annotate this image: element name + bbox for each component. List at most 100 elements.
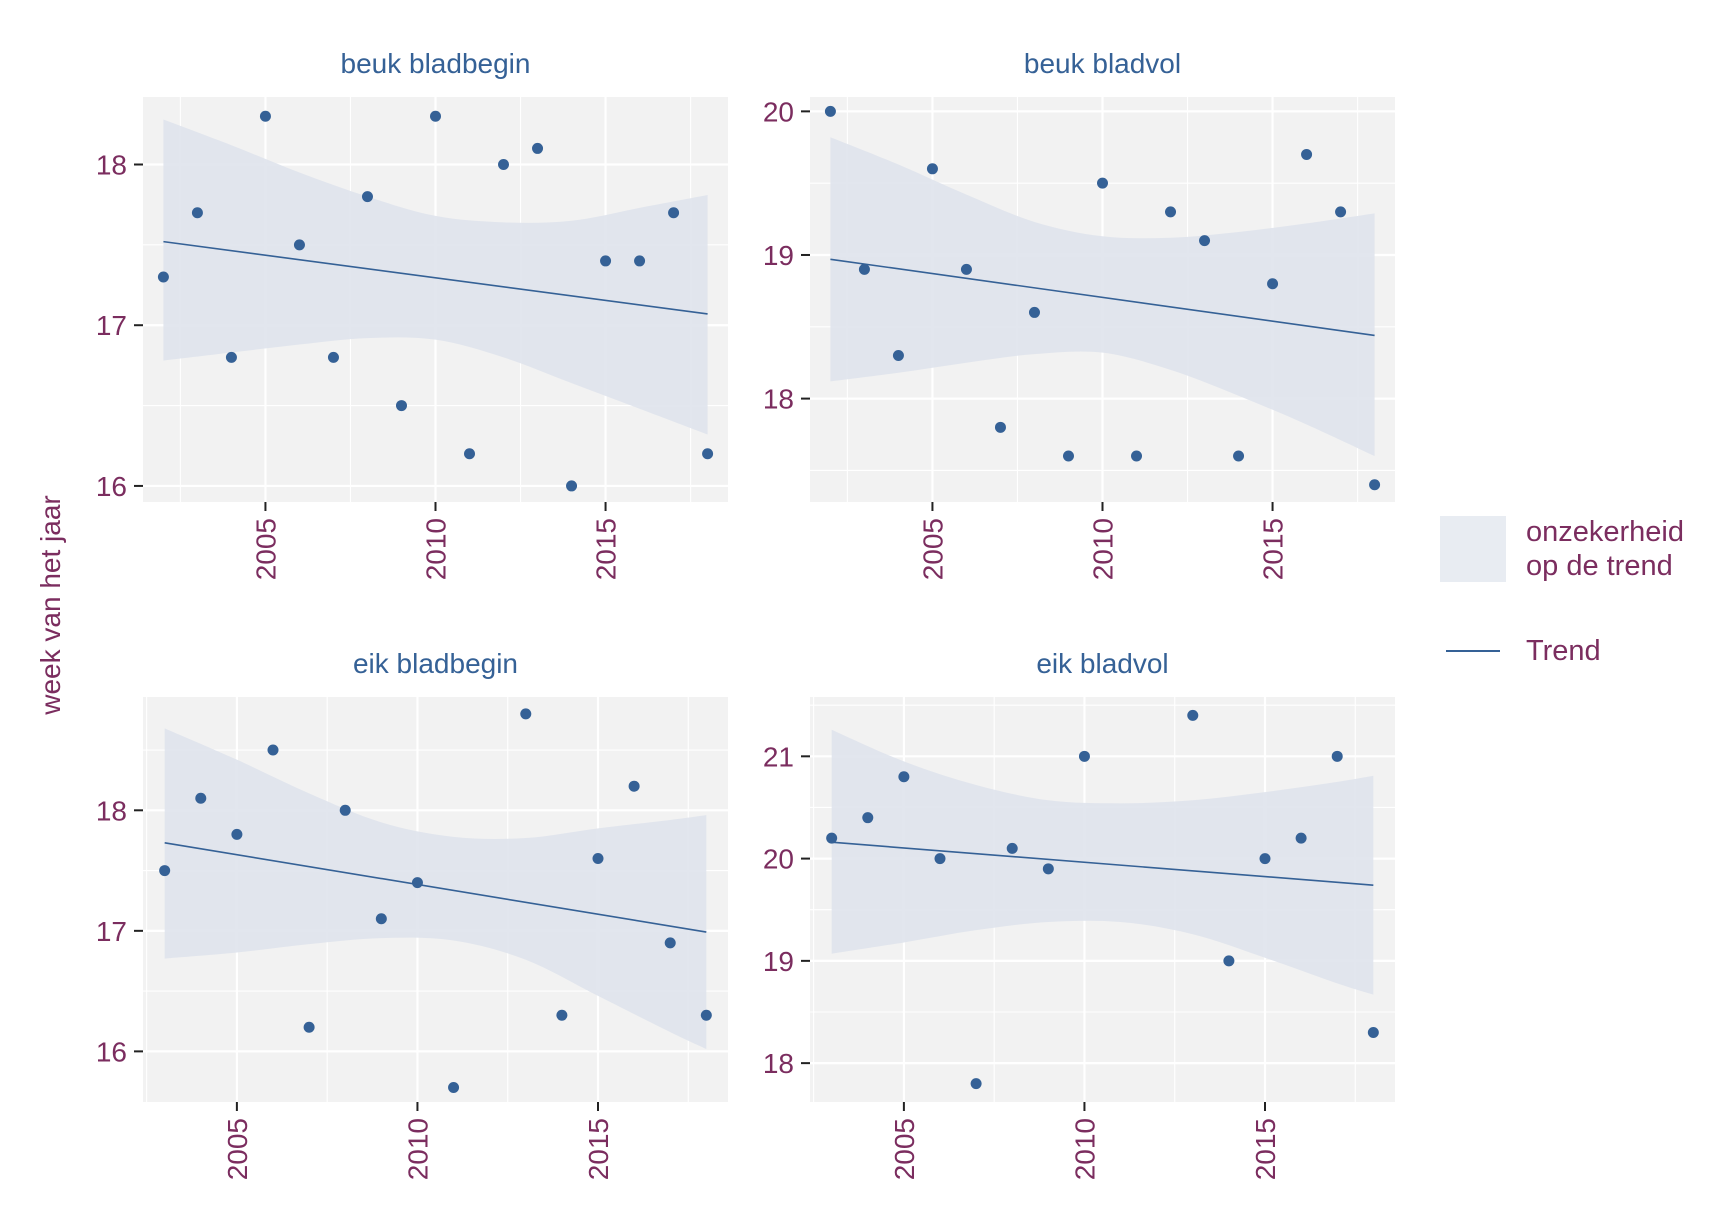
data-point — [960, 263, 972, 275]
data-point — [858, 263, 870, 275]
data-point — [1335, 206, 1347, 218]
data-point — [259, 110, 271, 122]
legend-item-trend: Trend — [1440, 631, 1730, 671]
data-point — [1028, 306, 1040, 318]
uncertainty-ribbon — [164, 728, 707, 1049]
y-tick-label: 18 — [763, 1048, 794, 1079]
data-point — [430, 110, 441, 122]
data-point — [191, 207, 203, 219]
data-point — [566, 480, 578, 492]
data-point — [411, 877, 423, 889]
trend-line — [163, 240, 708, 315]
panel-3: eik bladbegin 16 17 18 2005 2010 2015 — [96, 648, 728, 1180]
data-point — [600, 255, 612, 267]
data-point — [1042, 863, 1054, 875]
data-point — [1331, 750, 1343, 762]
data-point — [634, 255, 646, 267]
legend-ribbon-swatch — [1440, 516, 1506, 582]
data-point — [700, 1009, 712, 1021]
x-tick-label: 2015 — [591, 518, 622, 580]
data-point — [892, 350, 904, 362]
x-tick-label: 2010 — [402, 1118, 433, 1180]
x-tick-label: 2005 — [917, 518, 948, 580]
x-tick-label: 2015 — [1258, 518, 1289, 580]
y-tick-label: 18 — [96, 795, 127, 826]
data-point — [1223, 955, 1235, 967]
data-point — [157, 271, 169, 283]
trend-line — [164, 842, 707, 933]
y-tick-label: 21 — [763, 741, 794, 772]
data-point — [1301, 148, 1313, 160]
panel-title: eik bladbegin — [353, 648, 518, 679]
data-point — [498, 159, 510, 170]
legend: onzekerheid op de trend Trend — [1440, 515, 1730, 671]
legend-line-label: Trend — [1526, 635, 1601, 667]
x-tick-label: 2015 — [1250, 1118, 1281, 1180]
data-point — [1187, 709, 1199, 721]
data-point — [664, 937, 676, 949]
data-point — [267, 744, 279, 756]
uncertainty-ribbon — [831, 729, 1374, 995]
y-tick-label: 18 — [763, 384, 794, 415]
data-point — [339, 804, 351, 816]
data-point — [826, 832, 838, 844]
data-point — [1199, 235, 1211, 247]
data-point — [898, 771, 910, 783]
data-point — [1165, 206, 1177, 218]
y-axis-title: week van het jaar — [35, 495, 66, 715]
data-point — [1006, 842, 1018, 854]
data-point — [702, 448, 714, 460]
data-point — [375, 913, 387, 925]
y-tick-label: 16 — [96, 1036, 127, 1067]
data-point — [1078, 750, 1090, 762]
data-point — [1097, 177, 1108, 189]
panel-1: beuk bladbegin 16 17 18 2005 2010 2015 — [96, 48, 728, 580]
data-point — [231, 828, 243, 840]
data-point — [293, 239, 305, 251]
y-tick-label: 16 — [96, 471, 127, 502]
data-point — [532, 142, 544, 154]
data-point — [970, 1078, 982, 1090]
data-point — [520, 708, 532, 720]
data-point — [824, 105, 836, 117]
y-tick-label: 20 — [763, 844, 794, 875]
data-point — [1369, 479, 1381, 491]
y-tick-label: 19 — [763, 240, 794, 271]
legend-line-swatch — [1440, 631, 1506, 671]
data-point — [225, 351, 237, 363]
x-tick-label: 2005 — [889, 1118, 920, 1180]
y-tick-label: 17 — [96, 310, 127, 341]
legend-ribbon-label: onzekerheid op de trend — [1526, 515, 1684, 583]
y-tick-label: 17 — [96, 916, 127, 947]
x-tick-label: 2005 — [222, 1118, 253, 1180]
data-point — [628, 780, 640, 792]
data-point — [1295, 832, 1307, 844]
legend-ribbon-label-line1: onzekerheid — [1526, 516, 1684, 548]
data-point — [361, 191, 373, 203]
x-tick-label: 2010 — [421, 518, 452, 580]
y-tick-label: 18 — [96, 150, 127, 181]
data-point — [1259, 853, 1271, 865]
data-point — [159, 865, 171, 877]
x-tick-label: 2010 — [1069, 1118, 1100, 1180]
data-point — [1367, 1026, 1379, 1038]
panel-2: beuk bladvol 18 19 20 2005 2010 2015 — [763, 48, 1395, 580]
data-point — [1233, 450, 1245, 462]
data-point — [668, 207, 680, 219]
x-tick-label: 2015 — [583, 1118, 614, 1180]
data-point — [926, 163, 938, 175]
data-point — [1267, 278, 1279, 290]
data-point — [448, 1082, 460, 1094]
y-tick-label: 19 — [763, 946, 794, 977]
data-point — [994, 421, 1006, 433]
data-point — [934, 853, 946, 865]
legend-item-uncertainty: onzekerheid op de trend — [1440, 515, 1730, 583]
legend-line-sample — [1446, 650, 1500, 652]
data-point — [1131, 450, 1143, 462]
panel-4: eik bladvol 18 19 20 21 2005 2010 2015 — [763, 648, 1395, 1180]
trend-line — [831, 841, 1374, 886]
legend-ribbon-label-line2: op de trend — [1526, 550, 1673, 582]
data-point — [303, 1021, 315, 1033]
data-point — [395, 400, 407, 412]
